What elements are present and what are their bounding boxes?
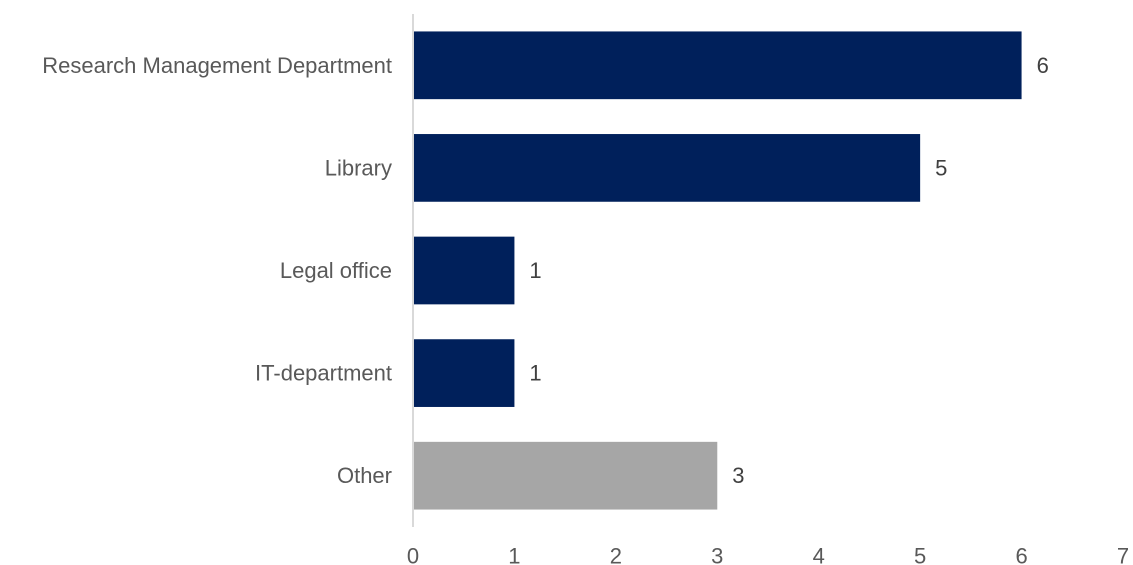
x-tick-label-5: 5 — [914, 544, 926, 565]
category-label-other: Other — [337, 463, 392, 488]
category-label-legal-office: Legal office — [280, 258, 392, 283]
bar-other — [413, 441, 718, 510]
category-labels-group: Research Management Department Library Leg… — [42, 53, 392, 488]
data-label-it-department: 1 — [529, 361, 541, 386]
category-label-research-management-department: Research Management Department — [42, 53, 392, 78]
data-label-library: 5 — [935, 155, 947, 180]
bar-it-department — [413, 339, 515, 407]
x-tick-label-0: 0 — [407, 544, 419, 565]
bar-library — [413, 134, 921, 202]
data-labels-group: 6 5 1 1 3 — [529, 53, 1048, 488]
data-label-legal-office: 1 — [529, 258, 541, 283]
x-tick-labels-group: 0 1 2 3 4 5 6 7 — [407, 544, 1129, 565]
x-tick-label-3: 3 — [711, 544, 723, 565]
category-label-library: Library — [325, 155, 392, 180]
category-label-it-department: IT-department — [255, 361, 392, 386]
x-tick-label-2: 2 — [610, 544, 622, 565]
x-tick-label-4: 4 — [813, 544, 825, 565]
bar-research-management-department — [413, 31, 1022, 100]
data-label-other: 3 — [732, 463, 744, 488]
bar-legal-office — [413, 236, 515, 305]
bars-group — [413, 31, 1022, 510]
x-tick-label-7: 7 — [1117, 544, 1129, 565]
x-tick-label-6: 6 — [1015, 544, 1027, 565]
x-tick-label-1: 1 — [508, 544, 520, 565]
data-label-research-management-department: 6 — [1037, 53, 1049, 78]
